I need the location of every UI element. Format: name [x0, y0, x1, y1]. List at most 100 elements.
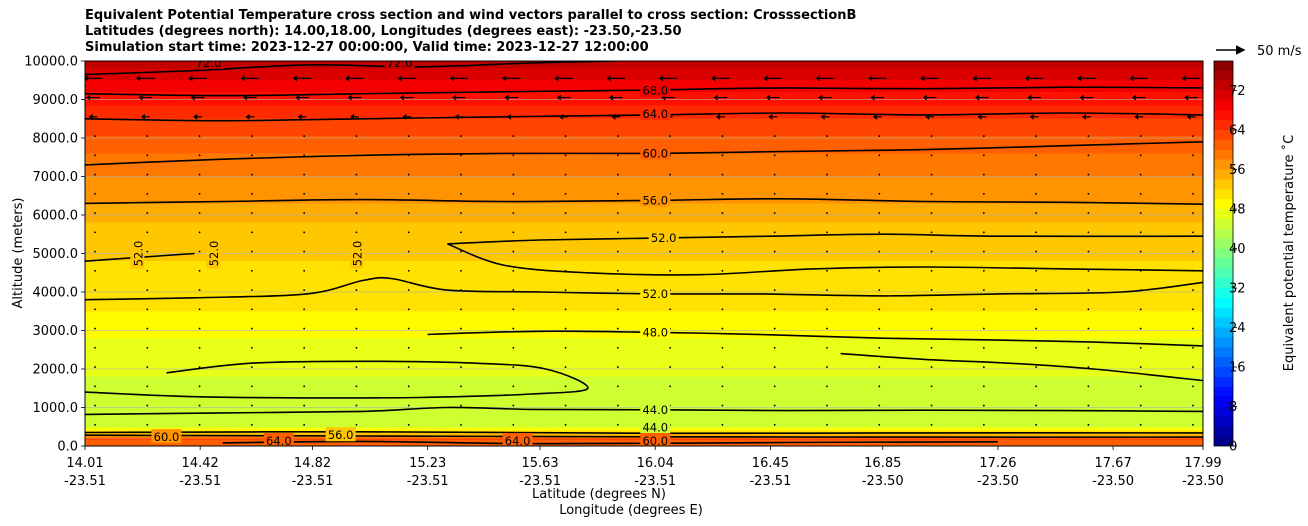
wind-vector-head: [658, 75, 663, 82]
wind-vector: [721, 346, 724, 349]
wind-vector: [982, 423, 985, 426]
wind-vector: [982, 135, 985, 137]
contour-label-bg: [640, 419, 671, 434]
wind-vector-head: [502, 75, 507, 82]
contour-label-text: 52.0: [642, 287, 668, 301]
contour-label: 68.0: [640, 82, 671, 98]
wind-vector: [564, 192, 567, 195]
wind-vector: [407, 192, 410, 195]
wind-vector-head: [922, 94, 927, 101]
contour-label-bg: [263, 432, 294, 446]
wind-vector-head: [140, 113, 145, 120]
wind-vector-head: [136, 75, 141, 82]
wind-vector: [878, 192, 881, 195]
x-tick-label-lon: -23.51: [749, 474, 791, 489]
wind-vector: [878, 250, 881, 253]
wind-vector: [616, 423, 619, 426]
wind-vector: [407, 327, 410, 330]
wind-vector: [1035, 135, 1038, 137]
wind-vector: [146, 192, 149, 195]
wind-vector: [564, 404, 567, 407]
contour-label-bg: [640, 192, 671, 207]
wind-vector-head: [345, 75, 350, 82]
wind-vector: [1139, 327, 1142, 330]
wind-vector: [198, 385, 201, 388]
wind-vector: [1139, 135, 1142, 137]
wind-vector: [721, 269, 724, 272]
wind-vector: [460, 135, 462, 137]
wind-vector: [564, 173, 567, 176]
title-line-1: Equivalent Potential Temperature cross s…: [85, 8, 857, 23]
wind-vector: [616, 250, 619, 253]
wind-vector: [773, 192, 776, 195]
wind-vector-head: [713, 94, 718, 101]
wind-vector: [355, 366, 358, 368]
wind-vector: [94, 269, 96, 272]
wind-vector: [1087, 173, 1090, 176]
wind-vector: [721, 289, 724, 291]
wind-vector: [407, 173, 410, 176]
wind-vector: [1035, 192, 1038, 195]
wind-vector: [669, 135, 672, 137]
wind-vector: [1087, 423, 1090, 426]
x-tick-label-lon: -23.51: [179, 474, 221, 489]
wind-vector: [1139, 231, 1142, 234]
wind-vector-head: [609, 94, 614, 101]
wind-vector: [930, 385, 933, 388]
wind-vector: [826, 308, 828, 311]
wind-vector: [1192, 231, 1194, 234]
wind-vector: [773, 423, 776, 426]
wind-vector: [250, 404, 253, 407]
contour-label-bg: [384, 61, 415, 69]
colorbar-tick-label: 40: [1229, 242, 1246, 257]
y-tick-label: 7000.0: [33, 170, 79, 185]
wind-vector: [1192, 385, 1194, 388]
wind-vector: [616, 154, 619, 157]
contour-label-bg: [502, 432, 533, 446]
wind-vector: [198, 154, 201, 157]
contour-line-64: [222, 440, 998, 445]
wind-vector: [512, 269, 515, 272]
wind-vector: [146, 231, 149, 234]
wind-vector: [198, 173, 201, 176]
wind-vector: [1087, 135, 1090, 137]
wind-vector-head: [1134, 113, 1139, 120]
wind-vector: [407, 308, 410, 311]
wind-vector: [930, 154, 933, 157]
wind-vector: [982, 212, 985, 214]
wind-vector: [1139, 404, 1142, 407]
contour-line-48: [427, 330, 1203, 347]
wind-vector: [146, 289, 149, 291]
x-tick-label-lon: -23.50: [1182, 474, 1224, 489]
wind-vector: [1192, 154, 1194, 157]
wind-vector: [930, 269, 933, 272]
wind-vector: [1087, 327, 1090, 330]
wind-vector: [198, 212, 201, 214]
contour-label-bg: [640, 285, 671, 300]
contour-label-bg: [193, 61, 224, 69]
wind-vector: [407, 289, 410, 291]
wind-vector: [250, 250, 253, 253]
contour-label-text: 60.0: [154, 430, 180, 444]
wind-vector: [564, 423, 567, 426]
wind-vector: [1035, 212, 1038, 214]
wind-vector: [460, 346, 462, 349]
wind-vector: [564, 346, 567, 349]
wind-vector-head: [870, 94, 875, 101]
wind-vector: [878, 423, 881, 426]
y-tick-label: 9000.0: [33, 93, 79, 108]
contour-line-48: [840, 352, 1203, 382]
wind-vector: [512, 385, 515, 388]
wind-vector: [94, 154, 96, 157]
wind-vector-head: [245, 113, 250, 120]
wind-vector: [250, 173, 253, 176]
wind-vector: [1035, 173, 1038, 176]
wind-vector: [460, 250, 462, 253]
wind-vector-head: [975, 94, 980, 101]
wind-vector: [250, 289, 253, 291]
contour-label-text: 56.0: [328, 428, 354, 442]
contour-label-text: 60.0: [642, 434, 668, 448]
contour-label-text: 60.0: [642, 146, 668, 160]
wind-vector: [303, 289, 306, 291]
contour-label: 44.0: [640, 401, 671, 417]
